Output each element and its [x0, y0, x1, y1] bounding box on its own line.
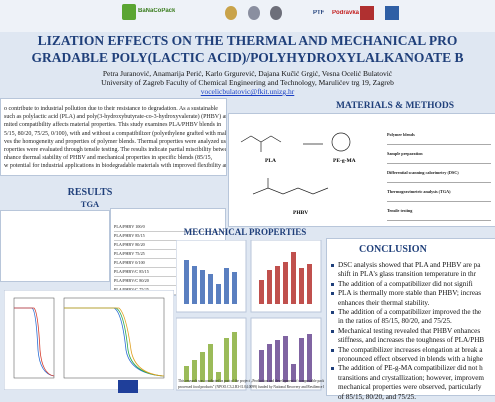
bullet: [331, 292, 334, 296]
methods-heading: MATERIALS & METHODS: [335, 101, 455, 111]
title-line: LIZATION EFFECTS ON THE THERMAL AND MECH…: [37, 33, 458, 48]
table-row: Thermogravimetric analysis (TGA): [387, 183, 491, 202]
bullet: [331, 329, 334, 333]
conclusion-item: The addition of a compatibilizer did not…: [331, 280, 495, 289]
table-row: PLA/PHBV 0/100: [114, 259, 225, 268]
mechanical-plots: [176, 240, 322, 391]
logo: [248, 6, 260, 20]
conclusion-line: of 85/15, 80/20, and 75/25.: [338, 392, 417, 401]
abstract-line: such as polylactic acid (PLA) and poly(3…: [4, 114, 226, 121]
methods-box: PLA PE-g-MA PHBV Polymer blends Sample pr…: [228, 113, 495, 227]
conclusion-item: The addition of a compatibilizer improve…: [331, 308, 495, 327]
header-band: [0, 0, 495, 32]
conclusion-item: PLA is thermally more stable than PHBV; …: [331, 289, 495, 308]
abstract-line: mited compatibility affects material pro…: [4, 122, 222, 129]
conclusion-heading: CONCLUSION: [359, 244, 427, 255]
conclusion-line: DSC analysis showed that PLA and PHBV ar…: [338, 261, 481, 269]
conclusion-item: The addition of PE-g-MA compatibilizer d…: [331, 364, 495, 402]
abstract-line: o contribute to industrial pollution due…: [4, 106, 218, 112]
conclusion-line: stiffness, and increases the toughness o…: [338, 336, 485, 345]
bullet: [331, 348, 334, 352]
methods-table: Polymer blends Sample preparation Differen…: [387, 126, 491, 221]
bullet: [331, 311, 334, 315]
table-row: PLA/PHBV/C 80/20: [114, 277, 225, 286]
compound: PLA: [265, 158, 276, 164]
conclusion-line: The addition of a compatibilizer did not…: [338, 279, 473, 288]
footer: This research was conducted as part of t…: [178, 378, 324, 390]
table-row: Sample preparation: [387, 145, 491, 164]
title-line: GRADABLE POLY(LACTIC ACID)/POLYHYDROXYLA…: [31, 50, 464, 65]
table-row: PLA/PHBV 100/0: [114, 223, 225, 232]
conclusion-box: CONCLUSION DSC analysis showed that PLA …: [326, 238, 495, 401]
footer-line: processed food products" (NPOO.C3.2.R3-I…: [178, 385, 324, 389]
abstract-text: o contribute to industrial pollution due…: [1, 99, 226, 171]
table-row: PLA/PHBV 80/20: [114, 241, 225, 250]
partner: PTF: [313, 10, 325, 16]
conclusion-line: PLA is thermally more stable than PHBV; …: [338, 289, 481, 298]
structures: [240, 132, 351, 195]
compound: PHBV: [293, 210, 309, 216]
authors: Petra Juranović, Anamarija Perić, Karlo …: [102, 69, 393, 78]
logo: [225, 6, 237, 20]
table-row: Tensile testing: [387, 202, 491, 221]
tga-plot: [4, 290, 174, 390]
table-row: Differential scanning calorimetry (DSC): [387, 164, 491, 183]
logo: [270, 6, 282, 20]
conclusion-line: The compatibilizer increases elongation …: [338, 345, 483, 354]
conclusion-line: The addition of PE-g-MA compatibilizer d…: [338, 364, 483, 373]
tga-table-left: [0, 210, 110, 282]
logo: [385, 6, 399, 20]
tga-heading: TGA: [80, 199, 100, 209]
results-heading: RESULTS: [67, 187, 113, 198]
partner: Podravka: [332, 10, 360, 16]
bullet: [331, 264, 334, 267]
abstract-box: o contribute to industrial pollution due…: [0, 98, 227, 176]
conclusion-list: DSC analysis showed that PLA and PHBV ar…: [327, 255, 495, 402]
conclusion-line: Mechanical testing revealed that PHBV en…: [338, 326, 481, 335]
logo-icon: [122, 4, 136, 20]
affiliation: University of Zagreb Faculty of Chemical…: [101, 78, 394, 87]
abstract-line: w potential for industrial applications …: [4, 163, 226, 170]
conclusion-line: transitions and crystallization; however…: [338, 373, 485, 382]
conclusion-line: in the ratios of 85/15, 80/20, and 75/25…: [338, 317, 452, 326]
conclusion-item: DSC analysis showed that PLA and PHBV ar…: [331, 261, 495, 280]
bullet: [331, 282, 334, 286]
conclusion-line: pronounced effect observed in blends wit…: [338, 355, 483, 364]
conclusion-item: The compatibilizer increases elongation …: [331, 346, 495, 365]
conclusion-line: shift in PLA's glass transition temperat…: [338, 270, 477, 279]
table-row: PLA/PHBV/C 85/15: [114, 268, 225, 277]
mechanical-heading: MECHANICAL PROPERTIES: [183, 227, 307, 237]
abstract-line: nhance thermal stability of PHBV and mec…: [4, 155, 213, 162]
logo: [360, 6, 374, 20]
abstract-line: 5/15, 80/20, 75/25, 0/100), with and wit…: [4, 130, 226, 137]
email[interactable]: vocelicbulatovic@fkit.unizg.hr: [200, 87, 295, 96]
footer-line: This research was conducted as part of t…: [178, 379, 324, 383]
table-row: PLA/PHBV 85/15: [114, 232, 225, 241]
abstract-line: roperties were evaluated through tensile…: [4, 147, 226, 154]
conclusion-line: enhances their thermal stability.: [338, 298, 430, 307]
compound: PE-g-MA: [333, 158, 356, 164]
logo-text: BaNaCoPack: [138, 8, 176, 14]
conclusion-item: Mechanical testing revealed that PHBV en…: [331, 327, 495, 346]
eu-flag: [118, 380, 138, 393]
table-row: Polymer blends: [387, 126, 491, 145]
bullet: [331, 367, 334, 371]
conclusion-line: mechanical properties were observed, par…: [338, 383, 482, 392]
abstract-line: ves the homogeneity and properties of po…: [4, 138, 226, 145]
table-row: PLA/PHBV 75/25: [114, 250, 225, 259]
conclusion-line: The addition of a compatibilizer improve…: [338, 308, 482, 317]
